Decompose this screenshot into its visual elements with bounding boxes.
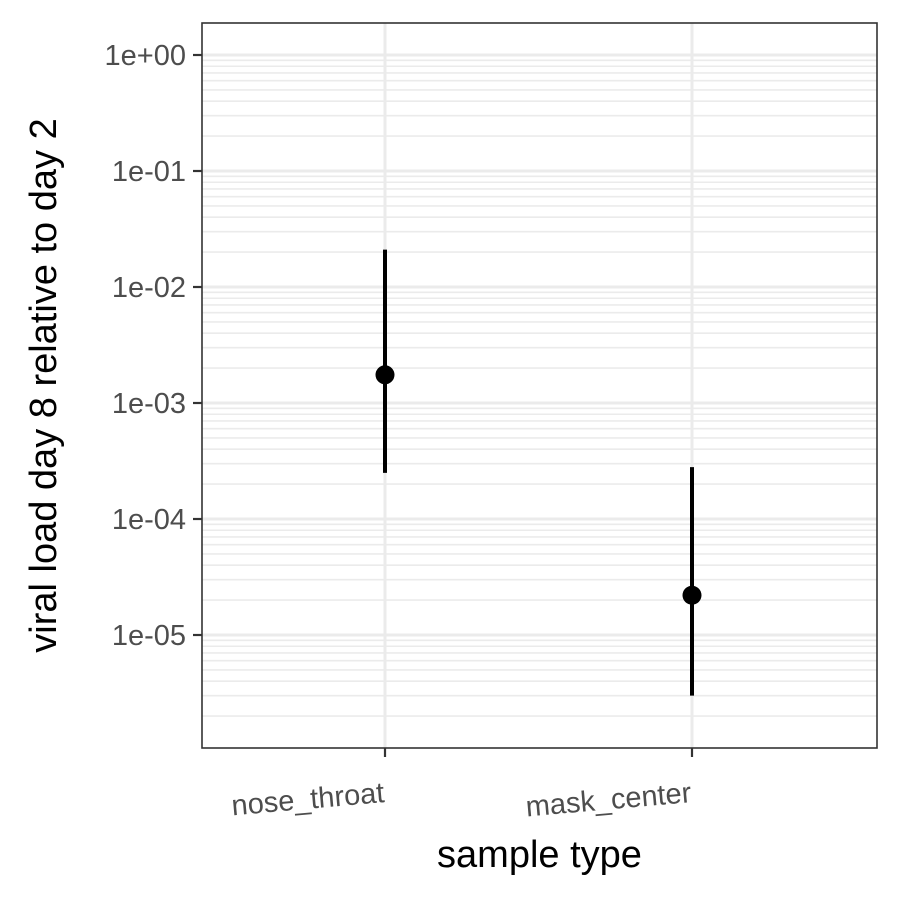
error-bars bbox=[383, 249, 694, 696]
panel-border bbox=[201, 22, 878, 749]
x-axis-title: sample type bbox=[437, 834, 642, 876]
x-axis: nose_throat mask_center bbox=[230, 748, 694, 823]
y-axis-title: viral load day 8 relative to day 2 bbox=[23, 118, 65, 652]
major-gridlines bbox=[202, 23, 877, 748]
data-point-nose_throat bbox=[375, 365, 395, 385]
y-tick-label: 1e-02 bbox=[112, 272, 186, 304]
y-tick-label: 1e-04 bbox=[112, 504, 186, 536]
x-tick-label-mask_center: mask_center bbox=[524, 777, 693, 823]
y-axis: 1e+00 1e-01 1e-02 1e-03 1e-04 1e-05 bbox=[105, 40, 202, 652]
data-points bbox=[375, 365, 702, 605]
minor-gridlines bbox=[202, 59, 877, 717]
y-tick-label: 1e-01 bbox=[112, 156, 186, 188]
data-point-mask_center bbox=[682, 585, 702, 605]
y-tick-label: 1e+00 bbox=[105, 40, 186, 72]
x-tick-label-nose_throat: nose_throat bbox=[230, 777, 385, 822]
y-tick-label: 1e-03 bbox=[112, 388, 186, 420]
y-tick-label: 1e-05 bbox=[112, 620, 186, 652]
